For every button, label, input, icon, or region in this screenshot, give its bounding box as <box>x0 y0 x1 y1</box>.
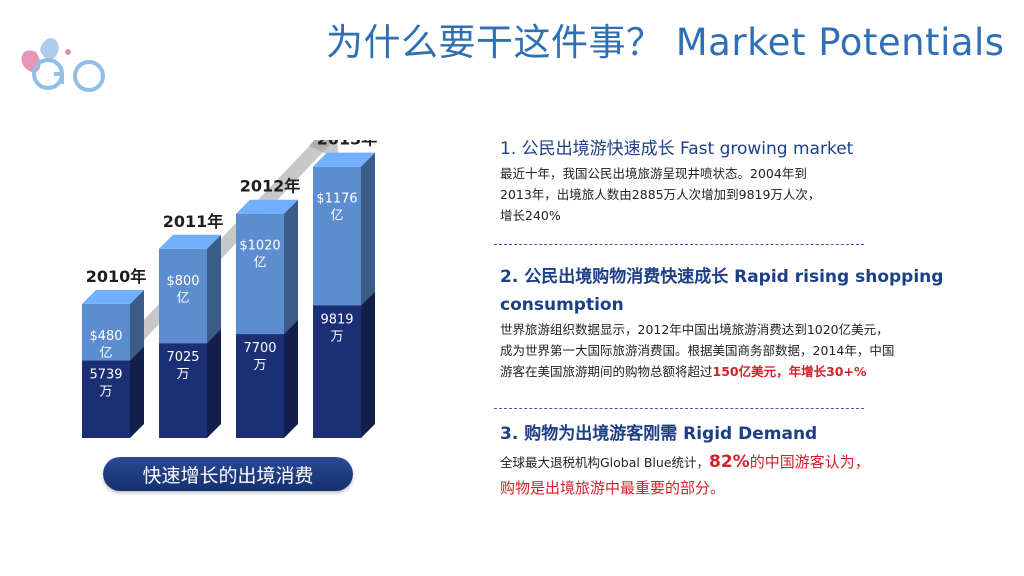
section-3-heading: 3. 购物为出境游客刚需 Rigid Demand <box>500 424 818 444</box>
bar-lower-2-front <box>236 334 284 438</box>
chart-caption: 快速增长的出境消费 <box>103 457 353 491</box>
bar-lower-0-front <box>82 360 130 438</box>
section-2-heading-line-1: 2. 公民出境购物消费快速成长 Rapid rising shopping <box>500 267 944 287</box>
year-label-3: 2013年 <box>317 140 378 149</box>
growth-arrow-shaft <box>109 130 334 367</box>
bar-upper-0-top <box>82 289 144 304</box>
section-2-line-3: 游客在美国旅游期间的购物总额将超过150亿美元，年增长30+% <box>500 361 990 382</box>
page-title: 为什么要干这件事？ Market Potentials <box>326 21 1005 64</box>
bar-lower-label-3: 9819 万 <box>320 312 353 344</box>
section-rigid-demand: 3. 购物为出境游客刚需 Rigid Demand 全球最大退税机构Global… <box>500 423 990 501</box>
bar-upper-label-0: $480 亿 <box>89 329 122 361</box>
bar-upper-3-top <box>313 152 375 167</box>
bar-upper-0-front <box>82 303 130 361</box>
bar-lower-3-front <box>313 305 361 438</box>
bar-lower-label-2: 7700 万 <box>243 341 276 373</box>
section-3-suffix: 的中国游客认为， <box>749 453 870 471</box>
go-butterfly-logo <box>14 22 114 97</box>
bar-upper-3-side <box>361 152 375 306</box>
bar-upper-0-side <box>130 289 144 361</box>
divider <box>494 408 864 409</box>
bar-lower-0-side <box>130 346 144 438</box>
divider <box>494 244 864 245</box>
bar-upper-label-3: $1176 亿 <box>316 192 357 224</box>
bar-upper-1-top <box>159 234 221 249</box>
section-2-line-2: 成为世界第一大国际旅游消费国。根据美国商务部数据，2014年，中国 <box>500 343 895 358</box>
bar-upper-2-front <box>236 213 284 335</box>
bar-upper-1-front <box>159 248 207 344</box>
section-shopping-consumption: 2. 公民出境购物消费快速成长 Rapid rising shopping co… <box>500 266 990 382</box>
bar-lower-1-side <box>207 329 221 438</box>
bar-upper-label-1: $800 亿 <box>166 274 199 306</box>
bar-upper-2-side <box>284 199 298 335</box>
section-fast-growing: 1. 公民出境游快速成长 Fast growing market 最近十年，我国… <box>500 138 990 226</box>
section-3-highlight: 82% <box>709 452 750 472</box>
year-label-2: 2012年 <box>240 177 301 196</box>
section-3-line-2: 购物是出境旅游中最重要的部分。 <box>500 479 726 497</box>
section-1-line-1: 最近十年，我国公民出境旅游呈现井喷状态。2004年到 <box>500 166 807 181</box>
section-1-line-3: 增长240% <box>500 208 561 223</box>
bar-lower-2-side <box>284 320 298 438</box>
section-2-line-3-prefix: 游客在美国旅游期间的购物总额将超过 <box>500 364 713 379</box>
section-2-highlight: 150亿美元，年增长30+% <box>712 364 867 379</box>
bar-lower-1-front <box>159 343 207 438</box>
bar-lower-3-side <box>361 291 375 438</box>
bar-lower-label-0: 5739 万 <box>89 368 122 400</box>
bar-upper-3-front <box>313 166 361 306</box>
stacked-bar-chart: 5739 万 $480 亿 2010年 7025 万 $800 亿 2011年 7700 万 $1020… <box>70 115 410 450</box>
section-1-heading: 1. 公民出境游快速成长 Fast growing market <box>500 139 854 159</box>
bar-upper-2-top <box>236 199 298 214</box>
section-2-body: 世界旅游组织数据显示，2012年中国出境旅游消费达到1020亿美元， 成为世界第… <box>500 319 990 382</box>
bar-upper-label-2: $1020 亿 <box>239 239 280 271</box>
year-label-1: 2011年 <box>163 212 224 231</box>
bar-lower-label-1: 7025 万 <box>166 350 199 382</box>
bar-upper-1-side <box>207 234 221 344</box>
section-2-line-1: 世界旅游组织数据显示，2012年中国出境旅游消费达到1020亿美元， <box>500 322 889 337</box>
section-1-line-2: 2013年，出境旅人数由2885万人次增加到9819万人次， <box>500 187 821 202</box>
section-3-body: 全球最大退税机构Global Blue统计，82%的中国游客认为， 购物是出境旅… <box>500 449 990 501</box>
section-3-line-1: 全球最大退税机构Global Blue统计，82%的中国游客认为， <box>500 449 990 475</box>
section-3-prefix: 全球最大退税机构Global Blue统计， <box>500 455 710 470</box>
section-2-heading-line-2: consumption <box>500 295 624 315</box>
year-label-0: 2010年 <box>86 267 147 286</box>
section-1-body: 最近十年，我国公民出境旅游呈现井喷状态。2004年到 2013年，出境旅人数由2… <box>500 163 990 226</box>
